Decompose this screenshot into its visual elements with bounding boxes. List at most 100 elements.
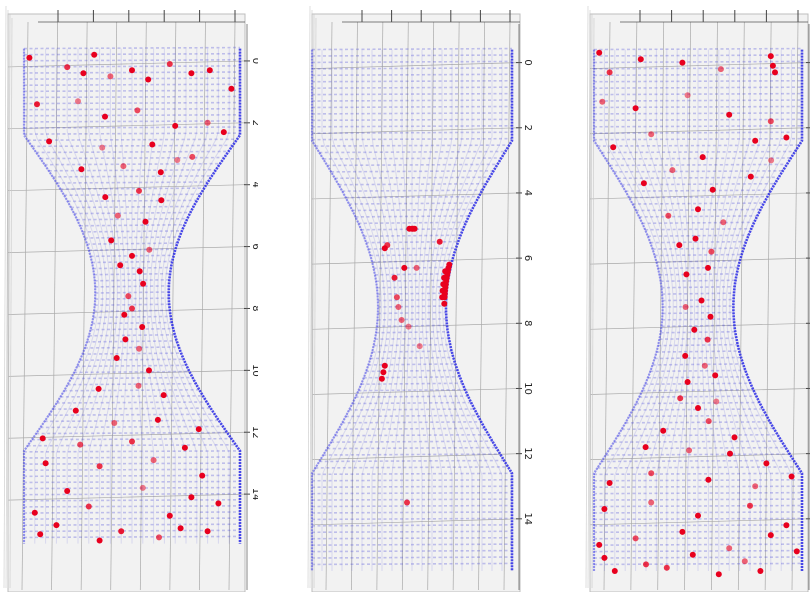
axis-tick-label: 8 <box>522 320 533 326</box>
mesh-row <box>311 485 513 489</box>
data-point <box>731 434 738 441</box>
specimen-plot-middle: 0 2 4 6 8 10 12 14 <box>286 0 544 592</box>
mesh-row <box>593 86 803 89</box>
grid-line-vertical <box>21 21 29 591</box>
grid-line-horizontal <box>7 308 246 315</box>
mesh-column <box>729 49 793 571</box>
data-point <box>136 268 143 275</box>
data-point <box>140 280 147 287</box>
mesh-column <box>341 49 389 571</box>
mesh-row <box>311 491 513 495</box>
mesh-column <box>153 48 198 544</box>
mesh-row <box>311 478 513 482</box>
mesh-row <box>64 388 200 392</box>
data-point <box>95 385 102 392</box>
mesh-row <box>349 202 475 205</box>
mesh-row <box>338 182 486 186</box>
mesh-row <box>334 176 490 180</box>
axis-tick-label: 14 <box>250 488 258 501</box>
data-point <box>204 119 211 126</box>
grid-line-vertical <box>376 21 384 591</box>
mesh-row <box>652 363 744 366</box>
data-point <box>695 512 701 519</box>
data-point <box>102 194 109 201</box>
data-point <box>442 268 449 275</box>
grid-line-horizontal <box>7 246 246 253</box>
mesh-row <box>662 298 734 302</box>
data-point <box>699 154 706 161</box>
mesh-row <box>311 99 513 102</box>
data-point <box>752 137 759 144</box>
data-point <box>642 444 649 451</box>
mesh-row <box>662 292 734 295</box>
mesh-column <box>401 49 410 571</box>
axis-tick-label: 12 <box>522 447 533 460</box>
mesh-column <box>160 48 219 544</box>
mesh-row <box>654 253 742 257</box>
data-point <box>174 157 181 163</box>
pane-edge-line <box>311 13 315 589</box>
data-point <box>439 294 446 301</box>
data-point <box>393 294 400 301</box>
grid-line-horizontal <box>589 257 809 265</box>
grid-line-horizontal <box>7 493 246 501</box>
data-point <box>436 238 443 245</box>
mesh-row <box>642 388 754 392</box>
data-point <box>46 138 53 145</box>
mesh-row <box>376 330 448 334</box>
mesh-row <box>652 247 744 250</box>
grid-line-horizontal <box>589 322 809 330</box>
mesh-row <box>661 324 735 328</box>
data-point <box>410 225 416 232</box>
data-point <box>166 61 173 67</box>
mesh-row <box>345 414 479 418</box>
mesh-column <box>708 49 730 571</box>
mesh-row <box>593 485 803 489</box>
mesh-row <box>36 431 228 435</box>
data-point <box>648 131 655 138</box>
pane-edge-line <box>585 5 589 589</box>
data-point <box>705 418 712 425</box>
data-point <box>632 535 639 542</box>
mesh-row <box>355 395 469 398</box>
grid-line-horizontal <box>589 518 809 526</box>
mesh-row <box>593 543 803 546</box>
mesh-row <box>662 311 734 315</box>
mesh-column <box>603 49 667 571</box>
mesh-row <box>82 352 182 355</box>
mesh-row <box>91 321 173 325</box>
data-point <box>763 460 770 467</box>
mesh-row <box>95 297 169 300</box>
data-point <box>166 512 173 519</box>
data-point <box>691 326 698 333</box>
mesh-row <box>67 382 197 386</box>
grid-line-horizontal <box>7 60 246 68</box>
pane-edge-line <box>309 9 313 589</box>
mesh-row <box>660 279 736 283</box>
mesh-row <box>613 170 783 173</box>
mesh-row <box>593 511 803 514</box>
mesh-column <box>66 48 111 544</box>
mesh-row <box>93 315 171 319</box>
mesh-column <box>645 49 681 571</box>
mesh-row <box>609 163 787 167</box>
data-point <box>120 163 127 170</box>
mesh-row <box>372 350 452 353</box>
data-point <box>75 98 81 105</box>
grid-line-vertical <box>764 21 772 591</box>
axis-tick-label: 10 <box>522 382 533 395</box>
data-point <box>77 441 84 448</box>
grid-line-horizontal <box>589 192 809 200</box>
data-point <box>416 343 423 350</box>
mesh-row <box>593 472 803 476</box>
pane-edge-line <box>7 13 11 589</box>
data-point <box>632 105 639 112</box>
data-point <box>712 372 719 379</box>
mesh-row <box>593 498 803 501</box>
mesh-row <box>91 260 173 264</box>
data-point <box>102 113 108 120</box>
mesh-row <box>48 413 216 417</box>
data-point <box>665 212 672 219</box>
axis-tick-label: 2 <box>250 120 258 126</box>
